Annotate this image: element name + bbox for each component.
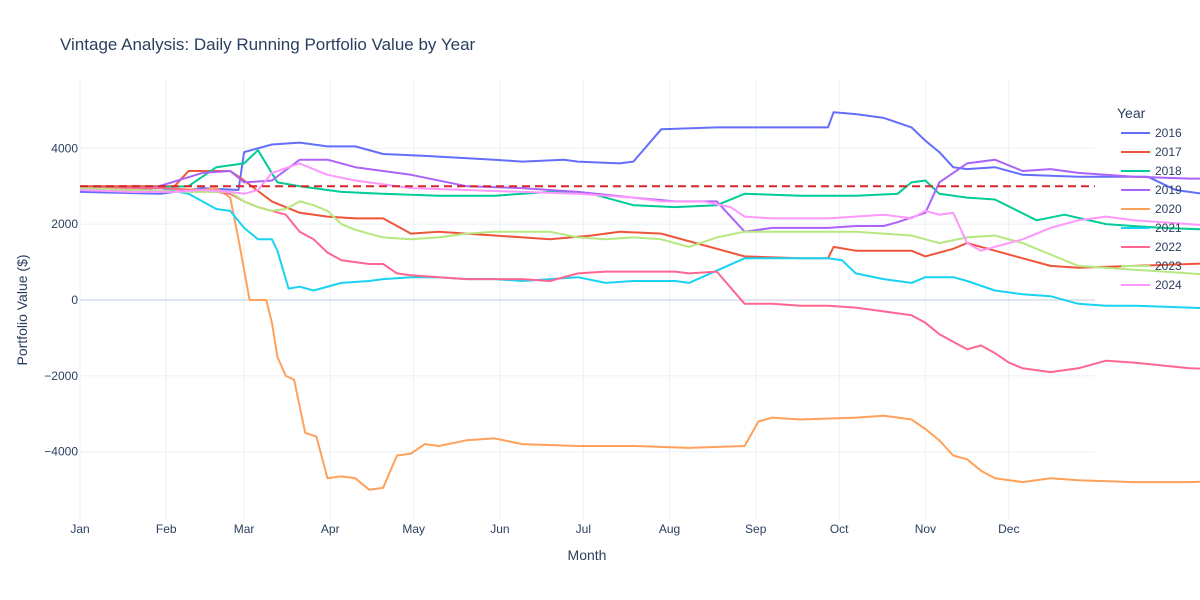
x-tick-label: Dec (998, 522, 1019, 536)
series-line-2018 (80, 149, 1200, 231)
y-axis-ticks: −4000 −2000 0 2000 4000 (44, 141, 78, 458)
x-tick-label: Aug (659, 522, 680, 536)
legend-label-2022: 2022 (1155, 240, 1182, 254)
series-line-2016 (79, 111, 1200, 195)
legend-label-2024: 2024 (1155, 278, 1182, 292)
y-axis-title: Portfolio Value ($) (14, 254, 30, 365)
legend-label-2016: 2016 (1155, 126, 1182, 140)
legend-label-2018: 2018 (1155, 164, 1182, 178)
legend-label-2023: 2023 (1155, 259, 1182, 273)
x-axis-ticks: Jan Feb Mar Apr May Jun Jul Aug Sep Oct Nov Dec (70, 522, 1019, 536)
x-tick-label: Mar (234, 522, 255, 536)
x-axis-title: Month (568, 547, 607, 563)
legend-label-2017: 2017 (1155, 145, 1182, 159)
x-tick-label: Feb (156, 522, 177, 536)
x-tick-label: Oct (830, 522, 849, 536)
legend-label-2020: 2020 (1155, 202, 1182, 216)
x-tick-label: Nov (915, 522, 936, 536)
x-tick-label: Jul (576, 522, 591, 536)
x-tick-label: Jun (490, 522, 509, 536)
y-tick-label: 2000 (51, 217, 78, 231)
series-line-2023 (79, 187, 1200, 276)
x-tick-label: May (402, 522, 425, 536)
series-line-2021 (80, 187, 1200, 309)
series-line-2024 (79, 162, 1200, 252)
chart-title: Vintage Analysis: Daily Running Portfoli… (60, 35, 476, 54)
grid-lines (79, 80, 1095, 520)
x-tick-label: Jan (70, 522, 89, 536)
series-line-2022 (80, 187, 1200, 374)
series-line-2020 (80, 187, 1200, 491)
y-tick-label: −4000 (44, 445, 78, 459)
legend: Year 2016 2017 2018 2019 2020 2021 2022 2023 202… (1117, 105, 1182, 292)
x-tick-label: Sep (745, 522, 767, 536)
series-lines (79, 111, 1200, 491)
y-tick-label: 4000 (51, 141, 78, 155)
legend-label-2019: 2019 (1155, 183, 1182, 197)
legend-title: Year (1117, 105, 1146, 121)
series-line-2017 (80, 170, 1200, 269)
y-tick-label: 0 (71, 293, 78, 307)
x-tick-label: Apr (321, 522, 340, 536)
y-tick-label: −2000 (44, 369, 78, 383)
series-line-2019 (80, 158, 1200, 233)
legend-label-2021: 2021 (1155, 221, 1182, 235)
